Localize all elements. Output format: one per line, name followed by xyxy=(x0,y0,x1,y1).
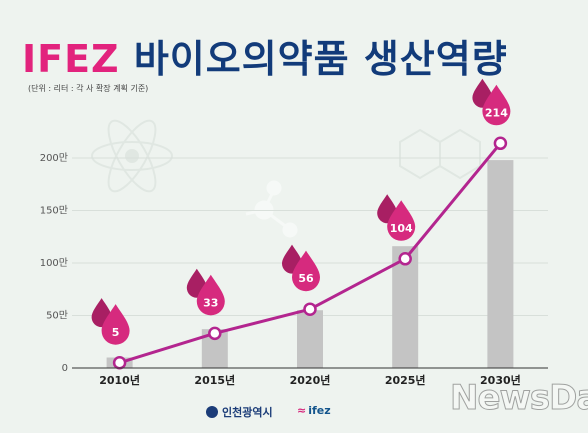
title-text: 바이오의약품 생산역량 xyxy=(133,37,508,81)
incheon-logo-text: 인천광역시 xyxy=(222,406,273,419)
data-label: 5 xyxy=(112,326,120,339)
x-axis: 2010년 2015년 2020년 2025년 2030년 xyxy=(72,367,548,387)
line-point xyxy=(208,326,222,341)
line-series xyxy=(112,136,508,370)
page-title: IFEZ 바이오의약품 생산역량 xyxy=(22,28,508,83)
drop-icon xyxy=(292,250,320,292)
data-label: 104 xyxy=(390,222,413,235)
bar xyxy=(487,160,514,368)
x-tick-label: 2020년 xyxy=(290,373,331,387)
y-tick-label: 0 xyxy=(62,363,68,374)
atom-icon xyxy=(91,119,173,193)
incheon-logo-icon xyxy=(206,406,218,418)
data-label: 214 xyxy=(485,106,508,119)
data-label: 33 xyxy=(203,296,218,309)
ifez-logo: ≈ ifez xyxy=(297,404,331,417)
unit-note: (단위 : 리터 : 각 사 확장 계획 기준) xyxy=(28,84,149,93)
y-axis: 0 50만 100만 150만 200만 xyxy=(40,152,68,374)
hexagon-molecule-icon xyxy=(399,128,481,180)
x-tick-label: 2015년 xyxy=(194,373,235,387)
drop-icon xyxy=(101,304,130,345)
title-brand: IFEZ xyxy=(22,37,120,81)
ifez-logo-icon: ≈ xyxy=(297,404,307,417)
watermark: NewsDa xyxy=(450,378,588,419)
line-point xyxy=(398,252,412,266)
x-tick-label: 2030년 xyxy=(480,373,521,387)
data-label: 56 xyxy=(298,272,314,285)
y-tick-label: 100만 xyxy=(40,257,68,269)
y-tick-label: 150만 xyxy=(40,205,68,217)
drop-markers: 5 33 56 104 214 xyxy=(91,78,511,345)
x-tick-label: 2010년 xyxy=(99,373,140,387)
y-tick-label: 50만 xyxy=(46,310,68,322)
bar xyxy=(297,310,323,368)
drop-icon xyxy=(387,200,416,241)
incheon-logo: 인천광역시 xyxy=(206,404,273,420)
x-tick-label: 2025년 xyxy=(385,373,426,387)
drop-icon xyxy=(196,274,225,316)
line-point xyxy=(112,356,127,370)
line-point xyxy=(493,136,508,151)
y-tick-label: 200만 xyxy=(40,152,68,164)
bar xyxy=(392,246,419,368)
molecule-icon xyxy=(245,180,298,238)
line-point xyxy=(303,302,317,316)
drop-icon xyxy=(482,84,511,126)
ifez-logo-text: ifez xyxy=(308,404,331,417)
